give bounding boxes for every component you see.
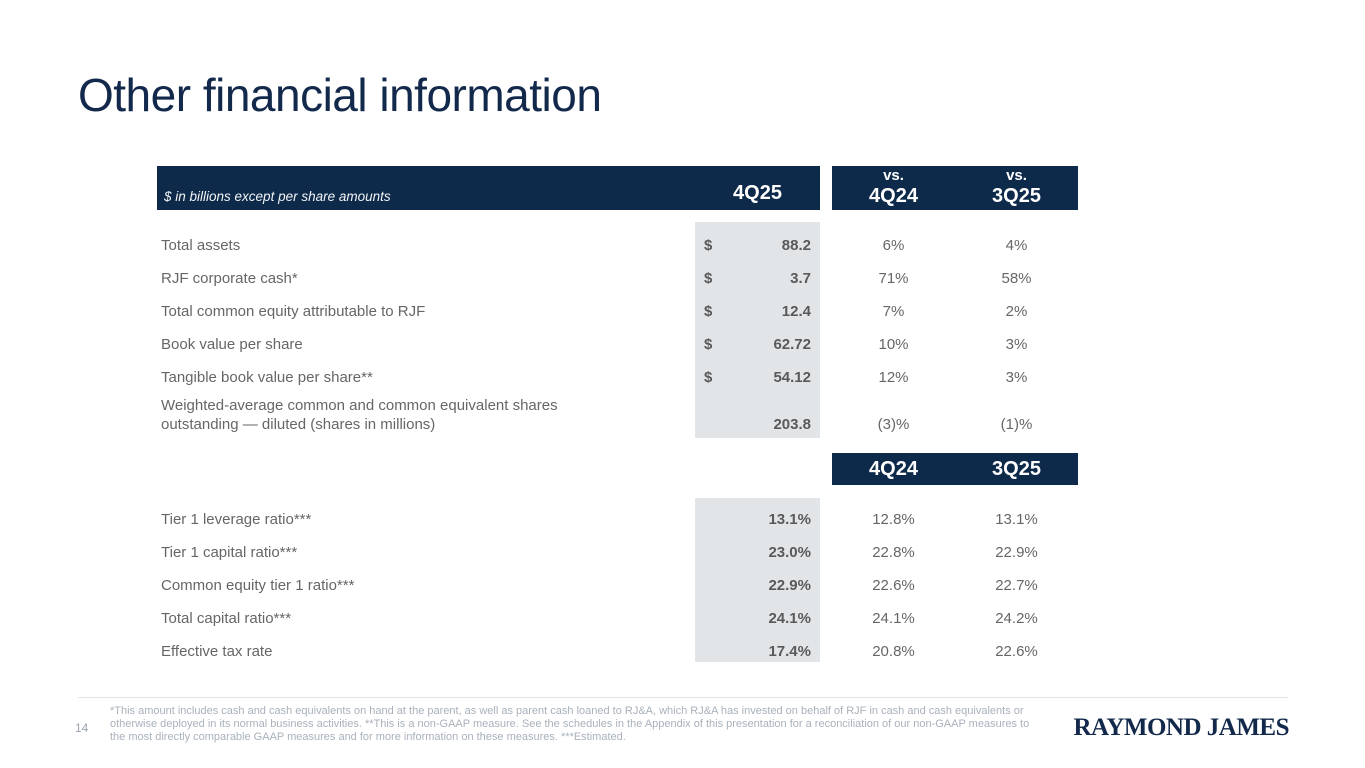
row-value: 54.12 — [773, 369, 811, 386]
row-value-cell: 203.8 — [695, 412, 820, 438]
vs-3q25-value: 3% — [1005, 336, 1028, 353]
currency-symbol: $ — [704, 270, 713, 287]
table-row: Total capital ratio*** 24.1% 24.1% 24.2% — [157, 602, 1078, 635]
q4-24-value: 22.6% — [872, 577, 915, 594]
row-value-cell: $ 88.2 — [695, 229, 820, 262]
row-label: Total common equity attributable to RJF — [161, 303, 426, 320]
table-row: RJF corporate cash* $ 3.7 71% 58% — [157, 262, 1078, 295]
q4-24-value: 22.8% — [872, 544, 915, 561]
table-header-vs: vs. 4Q24 vs. 3Q25 — [832, 166, 1078, 210]
financial-table: $ in billions except per share amounts 4… — [157, 166, 1078, 666]
table-row: Total common equity attributable to RJF … — [157, 295, 1078, 328]
row-label: RJF corporate cash* — [161, 270, 298, 287]
vs-period: 3Q25 — [992, 185, 1041, 207]
table-row: Tier 1 leverage ratio*** 13.1% 12.8% 13.… — [157, 503, 1078, 536]
row-value-cell: $ 54.12 — [695, 361, 820, 394]
row-value: 12.4 — [781, 303, 811, 320]
row-label: Book value per share — [161, 336, 303, 353]
page-number: 14 — [75, 721, 89, 735]
col-header-4q25: 4Q25 — [733, 182, 782, 204]
row-label: Weighted-average common and common equiv… — [161, 397, 558, 433]
vs-label: vs. — [1006, 167, 1027, 184]
row-value-cell: $ 12.4 — [695, 295, 820, 328]
row-value: 203.8 — [773, 416, 811, 433]
row-label: Common equity tier 1 ratio*** — [161, 577, 355, 594]
q4-24-value: 24.1% — [872, 610, 915, 627]
row-label: Tier 1 capital ratio*** — [161, 544, 298, 561]
vs-3q25-value: 58% — [1001, 270, 1032, 287]
table-header-main: $ in billions except per share amounts 4… — [157, 166, 820, 210]
row-value-cell: 17.4% — [695, 635, 820, 668]
q3-25-value: 22.7% — [995, 577, 1038, 594]
row-value-cell: 24.1% — [695, 602, 820, 635]
row-value: 62.72 — [773, 336, 811, 353]
row-value: 22.9% — [768, 577, 811, 594]
row-value: 88.2 — [781, 237, 811, 254]
footer-divider — [78, 697, 1288, 698]
shaded-column-section1 — [695, 222, 820, 438]
shaded-column-section2 — [695, 498, 820, 662]
vs-3q25-value: 2% — [1005, 303, 1028, 320]
table-row: Tier 1 capital ratio*** 23.0% 22.8% 22.9… — [157, 536, 1078, 569]
row-value: 17.4% — [768, 643, 811, 660]
table-row: Effective tax rate 17.4% 20.8% 22.6% — [157, 635, 1078, 668]
subheader-4q24: 4Q24 — [869, 457, 918, 480]
row-value-cell: 23.0% — [695, 536, 820, 569]
row-value: 3.7 — [790, 270, 811, 287]
raymond-james-logo: RAYMOND JAMES — [1073, 714, 1290, 741]
currency-symbol: $ — [704, 369, 713, 386]
q4-24-value: 12.8% — [872, 511, 915, 528]
vs-4q24-value: 6% — [882, 237, 905, 254]
vs-3q25-value: 3% — [1005, 369, 1028, 386]
unit-note: $ in billions except per share amounts — [164, 189, 391, 204]
vs-3q25-value: (1)% — [1000, 416, 1033, 433]
col-header-vs-3q25: vs. 3Q25 — [955, 166, 1078, 210]
vs-3q25-value: 4% — [1005, 237, 1028, 254]
table-row: Book value per share $ 62.72 10% 3% — [157, 328, 1078, 361]
row-value: 13.1% — [768, 511, 811, 528]
table-row: Common equity tier 1 ratio*** 22.9% 22.6… — [157, 569, 1078, 602]
q3-25-value: 13.1% — [995, 511, 1038, 528]
vs-period: 4Q24 — [869, 185, 918, 207]
q3-25-value: 22.6% — [995, 643, 1038, 660]
row-value: 23.0% — [768, 544, 811, 561]
row-label: Tier 1 leverage ratio*** — [161, 511, 312, 528]
table-subheader: 4Q24 3Q25 — [832, 453, 1078, 485]
row-value-cell: $ 3.7 — [695, 262, 820, 295]
vs-4q24-value: 71% — [878, 270, 909, 287]
vs-4q24-value: (3)% — [877, 416, 910, 433]
vs-label: vs. — [883, 167, 904, 184]
vs-4q24-value: 12% — [878, 369, 909, 386]
vs-4q24-value: 7% — [882, 303, 905, 320]
page-title: Other financial information — [78, 69, 602, 121]
vs-4q24-value: 10% — [878, 336, 909, 353]
footnote: *This amount includes cash and cash equi… — [110, 705, 1030, 744]
row-value: 24.1% — [768, 610, 811, 627]
currency-symbol: $ — [704, 303, 713, 320]
row-label: Effective tax rate — [161, 643, 273, 660]
subheader-3q25: 3Q25 — [992, 457, 1041, 480]
table-row: Tangible book value per share** $ 54.12 … — [157, 361, 1078, 394]
q3-25-value: 24.2% — [995, 610, 1038, 627]
currency-symbol: $ — [704, 336, 713, 353]
q4-24-value: 20.8% — [872, 643, 915, 660]
row-value-cell: 13.1% — [695, 503, 820, 536]
currency-symbol: $ — [704, 237, 713, 254]
row-label: Tangible book value per share** — [161, 369, 373, 386]
col-header-vs-4q24: vs. 4Q24 — [832, 166, 955, 210]
row-value-cell: 22.9% — [695, 569, 820, 602]
row-value-cell: $ 62.72 — [695, 328, 820, 361]
table-row: Total assets $ 88.2 6% 4% — [157, 229, 1078, 262]
row-label: Total assets — [161, 237, 241, 254]
q3-25-value: 22.9% — [995, 544, 1038, 561]
row-label: Total capital ratio*** — [161, 610, 292, 627]
table-row: Weighted-average common and common equiv… — [157, 394, 1078, 438]
